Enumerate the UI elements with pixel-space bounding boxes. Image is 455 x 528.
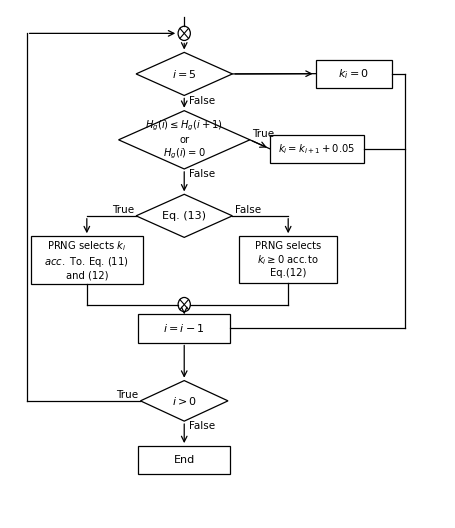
Text: $k_i=k_{i+1}+0.05$: $k_i=k_{i+1}+0.05$ xyxy=(278,142,354,156)
Text: PRNG selects $k_i$
$acc.$ To. Eq. (11)
and (12): PRNG selects $k_i$ $acc.$ To. Eq. (11) a… xyxy=(44,240,129,281)
Bar xyxy=(138,314,230,343)
Text: True: True xyxy=(252,129,273,139)
Text: False: False xyxy=(234,205,260,215)
Text: False: False xyxy=(188,421,214,431)
Text: False: False xyxy=(189,169,215,179)
Text: $i=i-1$: $i=i-1$ xyxy=(163,323,204,334)
Text: PRNG selects
$k_i\geq0$ acc.to
Eq.(12): PRNG selects $k_i\geq0$ acc.to Eq.(12) xyxy=(254,241,321,278)
Text: False: False xyxy=(189,96,215,106)
Bar xyxy=(238,236,337,283)
Text: True: True xyxy=(116,390,138,400)
Text: $k_i = 0$: $k_i = 0$ xyxy=(338,67,369,81)
Text: End: End xyxy=(173,455,194,465)
Bar xyxy=(269,135,363,163)
Text: Eq. (13): Eq. (13) xyxy=(162,211,206,221)
Text: True: True xyxy=(111,205,134,215)
Bar xyxy=(138,446,230,474)
Bar xyxy=(31,236,142,284)
Text: $H_g(i)\leq H_g(i+1)$
or
$H_g(i)=0$: $H_g(i)\leq H_g(i+1)$ or $H_g(i)=0$ xyxy=(145,119,222,161)
Bar xyxy=(315,60,391,88)
Text: $i>0$: $i>0$ xyxy=(172,395,196,407)
Text: $i=5$: $i=5$ xyxy=(172,68,196,80)
